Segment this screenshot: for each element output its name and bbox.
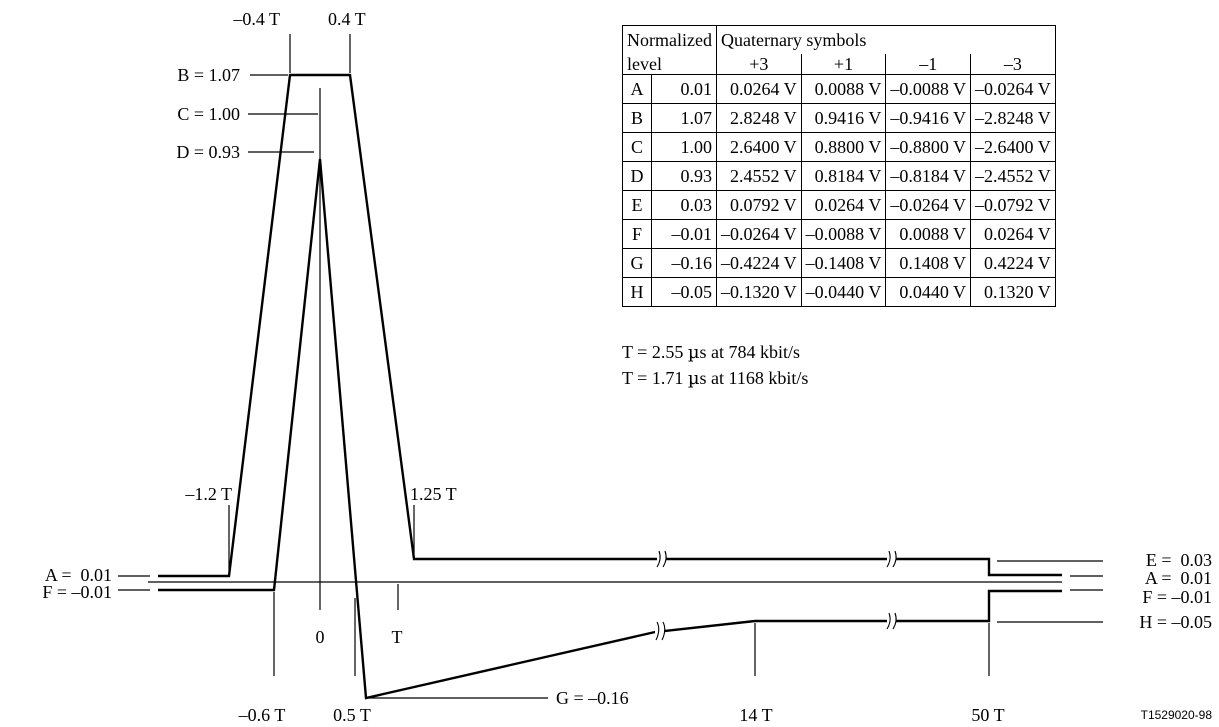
row-level-value: 0.03 (650, 190, 717, 220)
label-level-A-left: A = 0.01 (45, 565, 112, 585)
row-voltage: –0.0440 V (800, 277, 887, 307)
table-header-normalized: Normalized (622, 25, 717, 54)
label-50T: 50 T (971, 705, 1004, 725)
table-header-row: Normalized Quaternary symbols (622, 25, 1056, 54)
row-voltage: 0.0792 V (715, 190, 802, 220)
row-voltage: 2.8248 V (715, 103, 802, 133)
table-row: E 0.03 0.0792 V 0.0264 V –0.0264 V –0.0792 V (622, 190, 1056, 220)
row-voltage: 0.0264 V (800, 190, 887, 220)
row-voltage: –2.8248 V (970, 103, 1056, 133)
row-voltage: 2.4552 V (715, 161, 802, 191)
row-voltage: –2.6400 V (970, 132, 1056, 162)
footnote-784-prefix: T = 2.55 (622, 342, 688, 362)
label-plus-1.25T: 1.25 T (410, 484, 457, 504)
table-row: A 0.01 0.0264 V 0.0088 V –0.0088 V –0.0264 V (622, 74, 1056, 104)
row-voltage: 0.4224 V (970, 248, 1056, 278)
row-voltage: 0.1408 V (885, 248, 972, 278)
table-row: C 1.00 2.6400 V 0.8800 V –0.8800 V –2.6400 V (622, 132, 1056, 162)
row-voltage: –0.0088 V (885, 74, 972, 104)
row-level-value: 0.93 (650, 161, 717, 191)
label-level-E-right: E = 0.03 (1146, 550, 1212, 570)
table-header-quaternary: Quaternary symbols (715, 25, 1056, 54)
row-voltage: 0.0440 V (885, 277, 972, 307)
row-level-name: E (622, 190, 652, 220)
table-row: D 0.93 2.4552 V 0.8184 V –0.8184 V –2.4552 V (622, 161, 1056, 191)
row-voltage: –0.0264 V (885, 190, 972, 220)
row-voltage: 0.0088 V (800, 74, 887, 104)
label-level-A-right: A = 0.01 (1145, 568, 1212, 588)
symbol-minus1: –1 (885, 54, 972, 75)
row-voltage: –0.0088 V (800, 219, 887, 249)
label-level-C: C = 1.00 (177, 104, 240, 124)
row-voltage: 0.1320 V (970, 277, 1056, 307)
row-voltage: –2.4552 V (970, 161, 1056, 191)
row-voltage: 0.9416 V (800, 103, 887, 133)
row-level-value: 1.07 (650, 103, 717, 133)
upper-mask-boundary (158, 73, 1062, 578)
label-minus-0.6T: –0.6 T (238, 705, 286, 725)
row-voltage: –0.1408 V (800, 248, 887, 278)
row-level-value: –0.01 (650, 219, 717, 249)
row-voltage: –0.1320 V (715, 277, 802, 307)
label-plus-0.4T: 0.4 T (328, 9, 366, 29)
footnote-784: T = 2.55 µs at 784 kbit/s (622, 342, 800, 363)
label-level-H-right: H = –0.05 (1139, 612, 1212, 632)
row-voltage: –0.0792 V (970, 190, 1056, 220)
row-voltage: –0.8184 V (885, 161, 972, 191)
row-voltage: –0.8800 V (885, 132, 972, 162)
row-voltage: –0.9416 V (885, 103, 972, 133)
row-level-value: –0.05 (650, 277, 717, 307)
label-level-F-right: F = –0.01 (1142, 587, 1212, 607)
table-row: B 1.07 2.8248 V 0.9416 V –0.9416 V –2.8248 V (622, 103, 1056, 133)
label-level-G: G = –0.16 (556, 688, 629, 708)
row-level-value: –0.16 (650, 248, 717, 278)
row-voltage: 0.0264 V (970, 219, 1056, 249)
label-level-B: B = 1.07 (177, 65, 240, 85)
row-voltage: 0.8800 V (800, 132, 887, 162)
label-minus-0.4T: –0.4 T (232, 9, 280, 29)
level-voltage-table: Normalized Quaternary symbols level +3 +… (622, 25, 1056, 307)
label-minus-1.2T: –1.2 T (184, 484, 232, 504)
row-voltage: 0.0088 V (885, 219, 972, 249)
row-level-name: D (622, 161, 652, 191)
table-header-level: level (622, 54, 717, 75)
figure-id: T1529020-98 (1141, 708, 1213, 722)
row-voltage: –0.0264 V (715, 219, 802, 249)
row-level-value: 1.00 (650, 132, 717, 162)
symbol-plus1: +1 (800, 54, 887, 75)
label-zero: 0 (316, 627, 325, 647)
row-level-name: F (622, 219, 652, 249)
row-voltage: –0.4224 V (715, 248, 802, 278)
footnote-1168-prefix: T = 1.71 (622, 368, 688, 388)
footnote-1168: T = 1.71 µs at 1168 kbit/s (622, 368, 808, 389)
table-row: H –0.05 –0.1320 V –0.0440 V 0.0440 V 0.1320 V (622, 277, 1056, 307)
row-level-name: H (622, 277, 652, 307)
row-level-name: G (622, 248, 652, 278)
symbol-plus3: +3 (715, 54, 802, 75)
row-voltage: –0.0264 V (970, 74, 1056, 104)
label-T: T (392, 627, 403, 647)
label-14T: 14 T (739, 705, 772, 725)
mu-symbol: µ (687, 342, 700, 363)
table-row: F –0.01 –0.0264 V –0.0088 V 0.0088 V 0.0264 V (622, 219, 1056, 249)
row-voltage: 0.8184 V (800, 161, 887, 191)
trace-break-marks (655, 550, 897, 641)
row-level-name: B (622, 103, 652, 133)
row-voltage: 0.0264 V (715, 74, 802, 104)
footnote-784-suffix: s at 784 kbit/s (699, 342, 801, 362)
row-level-name: C (622, 132, 652, 162)
label-plus-0.5T: 0.5 T (333, 705, 371, 725)
symbol-minus3: –3 (970, 54, 1056, 75)
label-level-F-left: F = –0.01 (42, 582, 112, 602)
label-level-D: D = 0.93 (176, 142, 240, 162)
footnote-1168-suffix: s at 1168 kbit/s (699, 368, 809, 388)
row-level-name: A (622, 74, 652, 104)
table-subheader-row: level +3 +1 –1 –3 (622, 54, 1056, 75)
row-level-value: 0.01 (650, 74, 717, 104)
table-row: G –0.16 –0.4224 V –0.1408 V 0.1408 V 0.4224 V (622, 248, 1056, 278)
mu-symbol: µ (687, 368, 700, 389)
row-voltage: 2.6400 V (715, 132, 802, 162)
